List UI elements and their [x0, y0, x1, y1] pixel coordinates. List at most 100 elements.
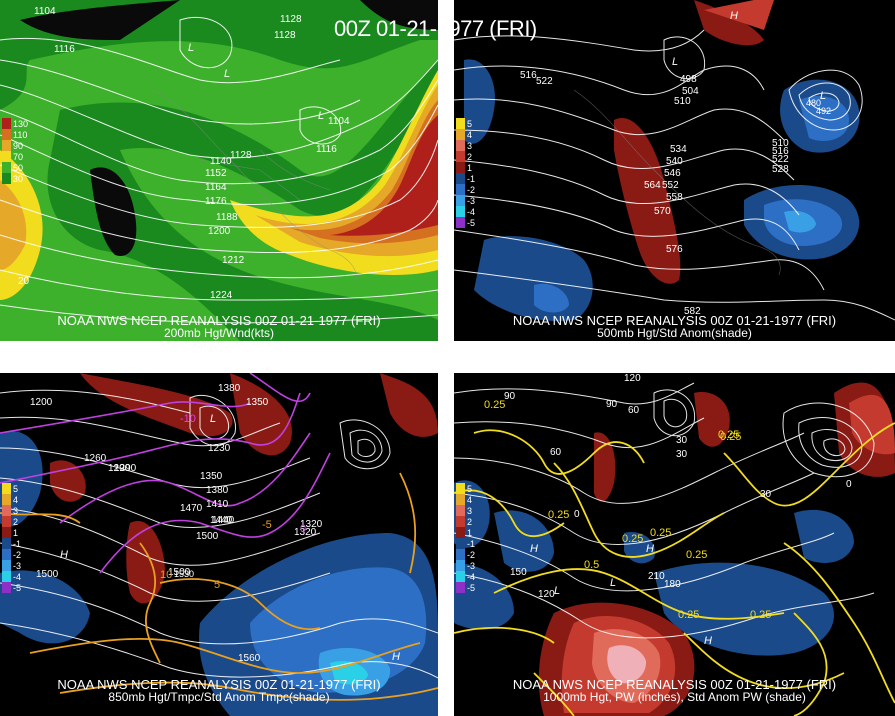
color-legend: 130 110 90 70 50 30 [2, 118, 28, 184]
map-850mb-temp-anomaly [0, 373, 438, 716]
pw-label: 0.25 [548, 509, 570, 521]
contour-label: 90 [606, 399, 618, 410]
contour-label: 576 [666, 244, 683, 255]
legend-label: -5 [467, 582, 476, 593]
low-marker: L [318, 110, 325, 122]
contour-label: 30 [676, 449, 688, 460]
legend-label: 2 [467, 516, 473, 527]
page-title: 00Z 01-21-1977 (FRI) [334, 16, 537, 41]
legend-label: -3 [467, 560, 476, 571]
caption-field: 500mb Hgt/Std Anom(shade) [597, 326, 752, 340]
contour-label: 492 [816, 106, 832, 116]
legend-swatch [2, 494, 11, 505]
contour-label: 498 [680, 74, 697, 85]
pw-label: 0.25 [484, 399, 506, 411]
contour-label: 1224 [210, 290, 233, 301]
contour-label: 1260 [84, 453, 107, 464]
legend-label: 3 [467, 140, 473, 151]
contour-label: 1200 [208, 226, 231, 237]
legend-swatch [2, 571, 11, 582]
legend-label: -4 [13, 571, 22, 582]
legend-swatch [2, 582, 11, 593]
map-1000mb-pw-anomaly [454, 373, 895, 716]
temperature-label: -10 [180, 413, 196, 425]
legend-label: 1 [467, 527, 473, 538]
caption-source: NOAA NWS NCEP REANALYSIS 00Z 01-21-1977 … [57, 313, 381, 328]
legend-swatch [456, 571, 465, 582]
legend-swatch [456, 217, 465, 228]
low-marker: L [224, 68, 231, 80]
legend-label: 4 [467, 129, 473, 140]
contour-label: 510 [674, 96, 691, 107]
contour-label: 546 [664, 168, 681, 179]
high-marker: H [60, 549, 68, 561]
wind-label: 20 [18, 276, 30, 287]
legend-swatch [2, 129, 11, 140]
pw-label: 0.25 [622, 533, 644, 545]
legend-swatch [456, 184, 465, 195]
legend-swatch [456, 527, 465, 538]
contour-label: 1530 [174, 569, 195, 579]
contour-label: 1320 [294, 527, 317, 538]
contour-label: 60 [628, 405, 640, 416]
panel-caption: NOAA NWS NCEP REANALYSIS 00Z 01-21-1977 … [0, 314, 438, 340]
legend-label: -2 [467, 549, 476, 560]
temperature-label: 5 [214, 579, 221, 591]
caption-source: NOAA NWS NCEP REANALYSIS 00Z 01-21-1977 … [512, 313, 837, 328]
contour-label: 570 [654, 206, 671, 217]
legend-label: 30 [13, 173, 24, 184]
panel-caption: NOAA NWS NCEP REANALYSIS 00Z 01-21-1977 … [0, 678, 438, 704]
legend-label: 4 [467, 494, 473, 505]
contour-label: 1290 [114, 463, 137, 474]
temperature-label: -5 [262, 519, 272, 531]
low-marker: L [188, 42, 195, 54]
contour-label: 120 [538, 589, 555, 600]
legend-swatch [2, 173, 11, 184]
panel-caption: NOAA NWS NCEP REANALYSIS 00Z 01-21-1977 … [454, 678, 895, 704]
pw-label: 0.25 [686, 549, 708, 561]
contour-label: 150 [510, 567, 527, 578]
high-marker: H [730, 10, 738, 22]
pw-label: 0.5 [584, 559, 600, 571]
legend-label: 3 [467, 505, 473, 516]
contour-label: 1290 [108, 463, 131, 474]
contour-label: 30 [760, 489, 772, 500]
contour-label: 1128 [274, 30, 296, 41]
temperature-label: 0 [300, 523, 307, 535]
contour-label: 1104 [328, 116, 350, 127]
contour-label: 552 [662, 180, 679, 191]
high-marker: H [392, 651, 400, 663]
legend-label: -2 [467, 184, 476, 195]
contour-label: 1350 [246, 397, 269, 408]
contour-label: 0 [846, 479, 852, 490]
contour-label: 540 [666, 156, 683, 167]
contour-label: 1128 [230, 150, 252, 161]
caption-source: NOAA NWS NCEP REANALYSIS 00Z 01-21-1977 … [512, 677, 837, 692]
legend-swatch [456, 560, 465, 571]
contour-label: 1440 [210, 515, 233, 526]
contour-label: 1164 [205, 182, 227, 193]
legend-label: 5 [13, 483, 19, 494]
legend-swatch [456, 582, 465, 593]
legend-label: 2 [467, 151, 473, 162]
legend-swatch [2, 516, 11, 527]
legend-label: -3 [13, 560, 22, 571]
contour-label: 1380 [218, 383, 241, 394]
legend-label: 5 [467, 483, 473, 494]
panel-850mb: 1200 1260 1290 1320 1350 1380 1410 1440 … [0, 373, 438, 716]
contour-label: 1350 [200, 471, 223, 482]
contour-label: 1116 [54, 44, 75, 55]
map-500mb-anomaly [454, 0, 895, 341]
legend-label: 50 [13, 162, 24, 173]
legend-swatch [2, 151, 11, 162]
contour-label: 522 [772, 154, 789, 165]
low-marker: L [210, 413, 217, 425]
legend-swatch [456, 173, 465, 184]
contour-label: 1320 [300, 519, 323, 530]
contour-label: 1230 [208, 443, 231, 454]
contour-label: 516 [520, 70, 537, 81]
legend-swatch [456, 538, 465, 549]
legend-swatch [456, 118, 465, 129]
legend-swatch [456, 129, 465, 140]
contour-label: 1176 [205, 196, 227, 207]
